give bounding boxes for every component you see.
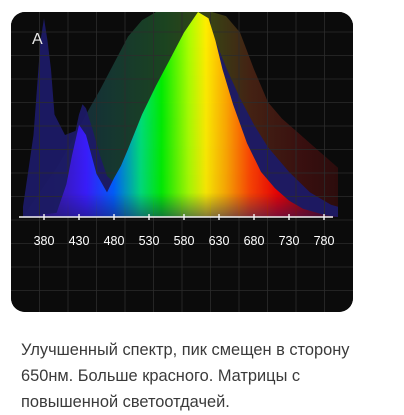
caption-line-2: 650нм. Больше красного. Матрицы с: [21, 367, 301, 385]
caption-line-1: Улучшенный спектр, пик смещен в сторону: [21, 341, 350, 359]
spectrum-chart-card: 380 430 480 530 580 630 680 730 780 A: [11, 12, 353, 312]
spectrum-chart: 380 430 480 530 580 630 680 730 780 A: [11, 12, 353, 312]
x-tick-label: 680: [244, 234, 265, 248]
x-tick-label: 780: [314, 234, 335, 248]
x-tick-label: 530: [139, 234, 160, 248]
chart-caption: Улучшенный спектр, пик смещен в сторону …: [21, 337, 391, 415]
x-tick-label: 380: [34, 234, 55, 248]
main-spectrum-area: [23, 12, 338, 217]
x-tick-label: 580: [174, 234, 195, 248]
x-tick-label: 430: [69, 234, 90, 248]
x-tick-label: 480: [104, 234, 125, 248]
x-tick-label: 630: [209, 234, 230, 248]
panel-label: A: [32, 31, 43, 48]
x-tick-label: 730: [279, 234, 300, 248]
caption-line-3: повышенной светоотдачей.: [21, 393, 230, 411]
